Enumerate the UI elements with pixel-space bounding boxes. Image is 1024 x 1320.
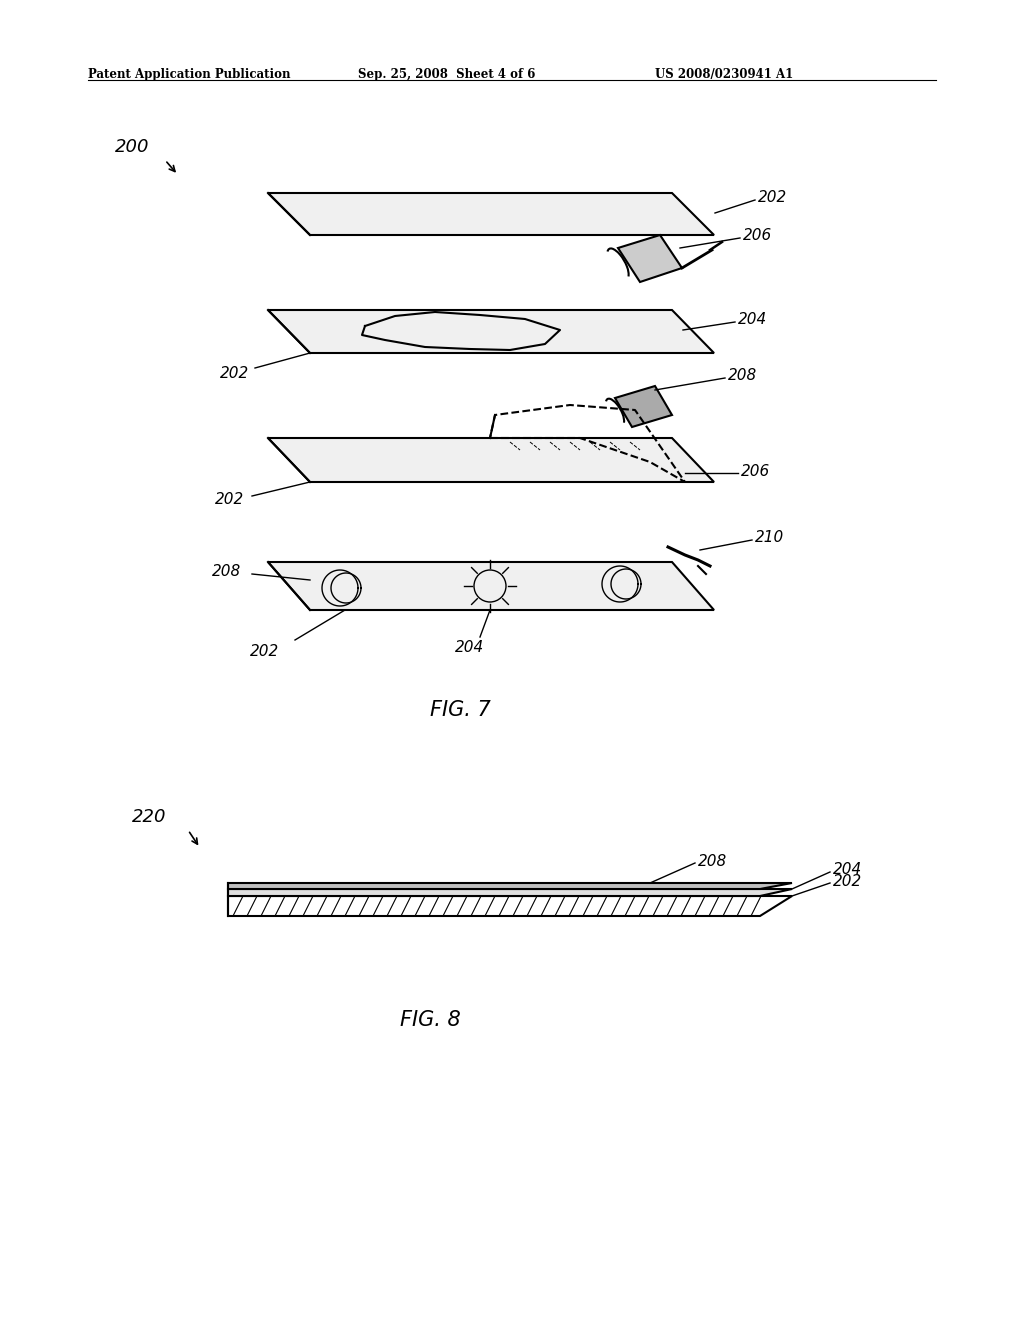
Text: Patent Application Publication: Patent Application Publication <box>88 69 291 81</box>
Text: 204: 204 <box>833 862 862 878</box>
Text: 208: 208 <box>698 854 727 869</box>
Text: 202: 202 <box>250 644 280 660</box>
Text: 208: 208 <box>728 368 758 384</box>
Polygon shape <box>268 438 714 482</box>
Text: 210: 210 <box>755 531 784 545</box>
Polygon shape <box>268 193 714 235</box>
Text: 208: 208 <box>212 565 242 579</box>
Polygon shape <box>228 883 792 888</box>
Text: 202: 202 <box>833 874 862 888</box>
Polygon shape <box>615 385 672 426</box>
Text: 204: 204 <box>455 640 484 656</box>
Polygon shape <box>268 562 714 610</box>
Text: 206: 206 <box>743 228 772 243</box>
Polygon shape <box>228 888 792 896</box>
Text: 200: 200 <box>115 139 150 156</box>
Text: 202: 202 <box>215 492 245 507</box>
Text: US 2008/0230941 A1: US 2008/0230941 A1 <box>655 69 794 81</box>
Text: 220: 220 <box>132 808 167 826</box>
Text: 202: 202 <box>220 366 249 380</box>
Text: 206: 206 <box>741 463 770 479</box>
Text: FIG. 8: FIG. 8 <box>399 1010 461 1030</box>
Text: Sep. 25, 2008  Sheet 4 of 6: Sep. 25, 2008 Sheet 4 of 6 <box>358 69 536 81</box>
Polygon shape <box>228 896 792 916</box>
Text: 204: 204 <box>738 313 767 327</box>
Text: FIG. 7: FIG. 7 <box>430 700 490 719</box>
Polygon shape <box>268 310 714 352</box>
Polygon shape <box>618 235 682 282</box>
Text: 202: 202 <box>758 190 787 206</box>
